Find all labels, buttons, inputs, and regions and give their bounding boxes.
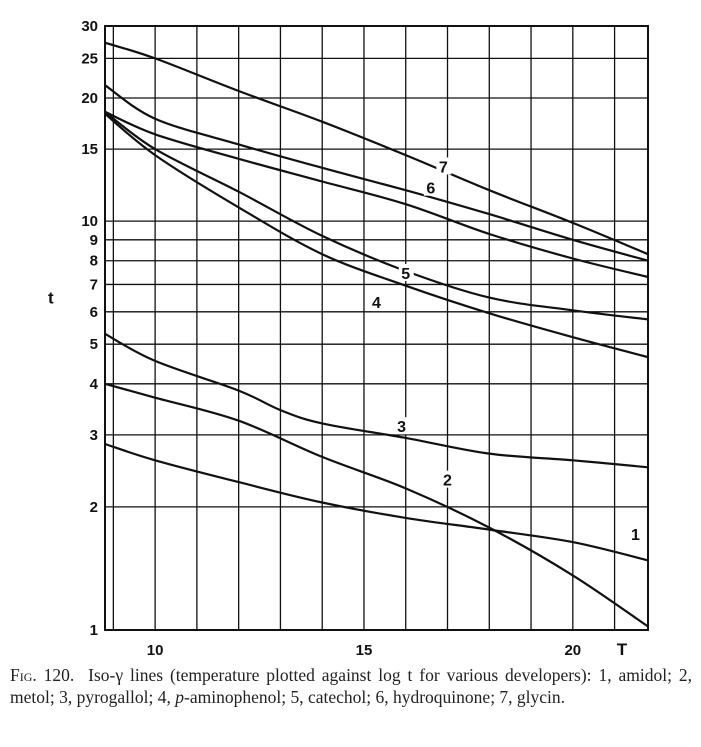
caption-italic: p — [175, 687, 185, 707]
curve-label-2: 2 — [443, 473, 452, 490]
y-tick-label: 1 — [90, 622, 98, 639]
y-tick-label: 15 — [81, 141, 98, 158]
grid — [105, 25, 648, 631]
figure-number: Fig. 120. — [10, 665, 75, 685]
curve-label-7: 7 — [439, 159, 448, 176]
curve-label-4: 4 — [372, 295, 381, 312]
y-tick-label: 10 — [81, 213, 98, 230]
curve-label-bg — [394, 417, 410, 435]
y-tick-label: 5 — [90, 336, 98, 353]
curve-label-bg — [440, 470, 456, 488]
curve-label-bg — [436, 157, 452, 175]
y-tick-label: 8 — [90, 253, 98, 270]
curve-3 — [104, 332, 649, 469]
y-tick-label: 25 — [81, 50, 98, 67]
caption-text-end: -aminophenol; 5, catechol; 6, hydroquino… — [184, 687, 566, 707]
caption-text-start: Iso-γ lines (temperature plotted against… — [10, 665, 692, 707]
x-tick-label: 15 — [356, 642, 373, 659]
curve-7 — [104, 84, 649, 262]
y-tick-label: 6 — [90, 304, 98, 321]
x-axis-label: T — [617, 640, 628, 659]
x-tick-labels: 10 15 20 — [147, 642, 581, 659]
y-tick-label: 4 — [90, 376, 99, 393]
curve-unlabeled — [104, 41, 649, 256]
curve-1 — [104, 442, 649, 562]
curve-label-3: 3 — [397, 419, 406, 436]
curves — [104, 41, 649, 628]
y-tick-labels: 1 2 3 4 5 6 7 8 9 10 15 20 25 30 — [81, 18, 98, 639]
y-tick-label: 30 — [81, 18, 98, 35]
figure-caption: Fig. 120. Iso-γ lines (temperature plott… — [10, 664, 692, 708]
y-tick-label: 2 — [90, 499, 98, 516]
curve-label-6: 6 — [426, 181, 435, 198]
curve-2 — [104, 382, 649, 628]
curve-label-5: 5 — [401, 266, 410, 283]
x-tick-label: 10 — [147, 642, 164, 659]
curve-label-bg — [369, 292, 385, 310]
y-tick-label: 20 — [81, 90, 98, 107]
plot-frame — [104, 25, 649, 631]
curve-6 — [104, 110, 649, 279]
y-axis-label: t — [48, 289, 54, 308]
curve-4 — [104, 112, 649, 359]
curve-label-1: 1 — [631, 527, 640, 544]
y-tick-label: 9 — [90, 232, 98, 249]
curve-5 — [104, 110, 649, 321]
y-tick-label: 3 — [90, 427, 98, 444]
x-tick-label: 20 — [564, 642, 581, 659]
curve-labels: 1 2 3 4 5 67 — [369, 157, 644, 544]
curve-label-bg — [423, 178, 439, 196]
curve-label-bg — [398, 263, 414, 281]
y-tick-label: 7 — [90, 276, 98, 293]
curve-label-bg — [628, 524, 644, 542]
